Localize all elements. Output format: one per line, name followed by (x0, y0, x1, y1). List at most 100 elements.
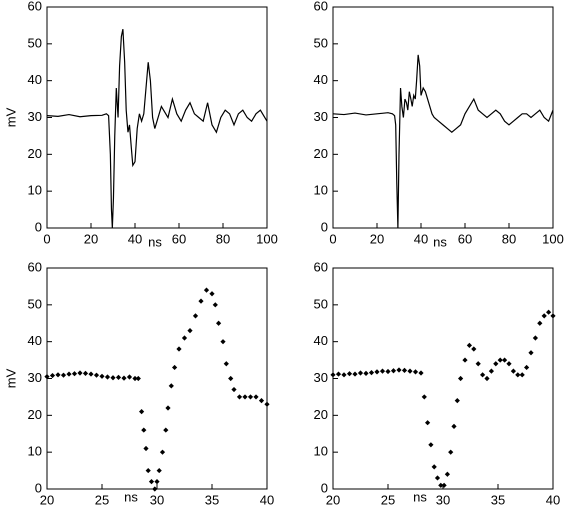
point (104, 374, 111, 380)
point (139, 409, 145, 415)
point (220, 339, 226, 345)
point (484, 375, 490, 382)
point (537, 320, 543, 326)
point (493, 361, 499, 367)
point (550, 313, 556, 319)
point (126, 374, 133, 380)
point (502, 357, 508, 363)
x-tick-label: 100 (256, 231, 278, 246)
point (156, 467, 162, 474)
y-tick-label: 20 (314, 407, 328, 422)
point (524, 364, 530, 371)
point (396, 367, 402, 373)
point (519, 372, 525, 378)
point (448, 449, 454, 455)
y-tick-label: 50 (28, 35, 42, 50)
point (253, 394, 259, 400)
x-tick-label: 40 (414, 231, 428, 246)
y-tick-label: 40 (314, 72, 328, 87)
x-tick-label: 20 (326, 492, 340, 507)
point (145, 467, 151, 474)
x-axis-label: ns (148, 234, 162, 249)
point (168, 383, 174, 389)
point (425, 420, 431, 426)
point (203, 287, 210, 293)
point (480, 372, 486, 378)
point (141, 427, 147, 433)
plot-frame (46, 6, 268, 229)
y-tick-label: 30 (28, 109, 42, 124)
y-tick-label: 50 (314, 296, 328, 311)
point (236, 394, 243, 400)
point (434, 475, 441, 481)
point (497, 357, 503, 363)
point (541, 313, 547, 319)
point (198, 298, 204, 304)
point (532, 335, 538, 341)
y-tick-label: 30 (28, 370, 42, 385)
x-tick-label: 30 (436, 492, 450, 507)
point (363, 370, 369, 376)
x-tick-label: 20 (40, 492, 54, 507)
point (132, 375, 138, 382)
y-tick-label: 20 (28, 146, 42, 161)
point (528, 350, 534, 356)
x-tick-label: 35 (205, 492, 219, 507)
point (172, 364, 178, 371)
y-tick-label: 60 (314, 259, 328, 274)
point (462, 357, 468, 363)
point (71, 371, 78, 377)
y-tick-label: 60 (28, 259, 42, 274)
point (407, 368, 413, 374)
point (451, 423, 457, 429)
point (346, 371, 353, 377)
x-tick-label: 25 (381, 492, 395, 507)
point (209, 291, 215, 297)
y-tick-label: 0 (35, 480, 42, 495)
y-tick-label: 10 (28, 183, 42, 198)
x-tick-label: 25 (95, 492, 109, 507)
plot-frame (332, 267, 554, 490)
point (401, 367, 408, 373)
x-axis-label: ns (413, 489, 427, 504)
point (110, 375, 116, 381)
point (66, 371, 72, 377)
point (418, 370, 424, 376)
x-tick-label: 30 (150, 492, 164, 507)
y-axis-label: mV (3, 107, 18, 127)
point (258, 398, 265, 404)
point (152, 486, 158, 492)
y-tick-label: 30 (314, 370, 328, 385)
x-axis-label: ns (124, 489, 138, 504)
trace (332, 54, 554, 229)
point (55, 372, 61, 378)
y-tick-label: 40 (314, 333, 328, 348)
x-tick-label: 35 (491, 492, 505, 507)
point (93, 372, 100, 378)
x-axis-label: ns (433, 234, 447, 249)
point (441, 482, 447, 488)
point (385, 368, 391, 375)
point (438, 482, 444, 488)
trace (46, 28, 268, 229)
point (247, 394, 254, 400)
y-tick-label: 0 (35, 219, 42, 234)
point (515, 372, 521, 378)
point (357, 370, 364, 376)
point (475, 361, 481, 367)
point (49, 372, 56, 379)
point (121, 375, 127, 381)
point (352, 371, 358, 377)
point (192, 313, 199, 319)
y-tick-label: 60 (314, 0, 328, 13)
point (99, 373, 105, 379)
y-tick-label: 0 (321, 219, 328, 234)
y-axis-label: mV (3, 368, 18, 388)
x-tick-label: 80 (502, 231, 516, 246)
point (135, 375, 141, 382)
x-tick-label: 100 (542, 231, 564, 246)
x-tick-label: 60 (458, 231, 472, 246)
x-tick-label: 20 (370, 231, 384, 246)
point (82, 370, 89, 376)
